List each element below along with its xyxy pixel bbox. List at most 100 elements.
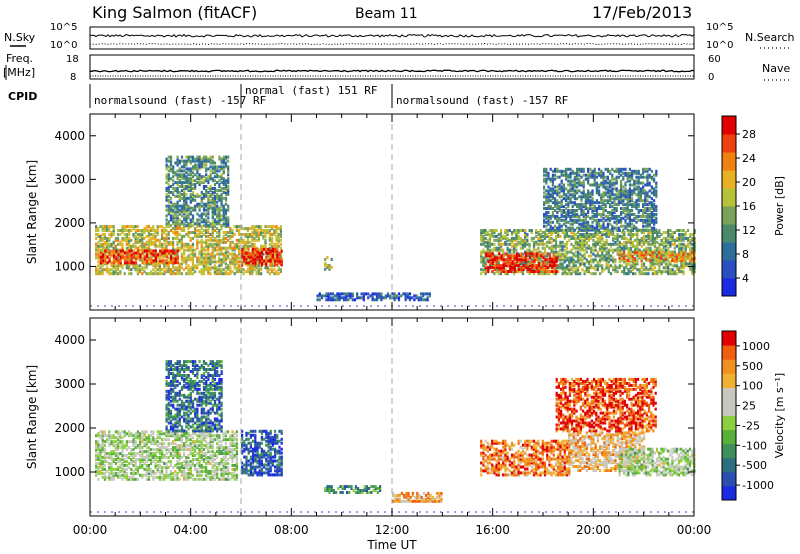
data-cell: [209, 237, 211, 240]
data-cell: [172, 187, 174, 190]
data-cell: [667, 259, 669, 262]
data-cell: [587, 168, 589, 171]
data-cell: [254, 258, 256, 261]
data-cell: [661, 233, 663, 236]
data-cell: [616, 227, 618, 230]
data-cell: [578, 223, 580, 226]
data-cell: [177, 181, 179, 184]
data-cell: [646, 213, 648, 216]
data-cell: [170, 205, 172, 208]
data-cell: [276, 254, 278, 257]
data-cell: [627, 172, 629, 175]
data-cell: [271, 237, 273, 240]
data-cell: [566, 264, 568, 267]
data-cell: [583, 180, 585, 183]
data-cell: [572, 201, 574, 204]
data-cell: [225, 270, 227, 273]
data-cell: [671, 251, 673, 254]
data-cell: [159, 225, 161, 228]
data-cell: [190, 253, 192, 256]
data-cell: [249, 233, 251, 236]
data-cell: [485, 241, 487, 244]
data-cell: [482, 235, 484, 238]
data-cell: [172, 183, 174, 186]
data-cell: [513, 237, 515, 240]
data-cell: [557, 251, 559, 254]
data-cell: [590, 255, 592, 258]
data-cell: [192, 214, 194, 217]
data-cell: [271, 233, 273, 236]
data-cell: [175, 257, 177, 260]
data-cell: [643, 249, 645, 252]
data-cell: [669, 260, 671, 263]
data-cell: [565, 187, 567, 190]
data-cell: [569, 172, 571, 175]
data-cell: [223, 231, 225, 234]
data-cell: [325, 298, 327, 301]
data-cell: [185, 224, 187, 227]
data-cell: [212, 171, 214, 174]
data-cell: [614, 235, 616, 238]
data-cell: [641, 245, 643, 248]
data-cell: [139, 249, 141, 252]
data-cell: [106, 266, 108, 269]
data-cell: [263, 260, 265, 263]
data-cell: [249, 245, 251, 248]
data-cell: [135, 261, 137, 264]
data-cell: [583, 219, 585, 222]
data-cell: [166, 181, 168, 184]
data-cell: [128, 229, 130, 232]
data-cell: [588, 245, 590, 248]
data-cell: [98, 253, 100, 256]
data-cell: [576, 219, 578, 222]
data-cell: [192, 165, 194, 168]
data-cell: [273, 225, 275, 228]
data-cell: [500, 229, 502, 232]
data-cell: [605, 203, 607, 206]
data-cell: [210, 169, 212, 172]
data-cell: [575, 264, 577, 267]
data-cell: [545, 211, 547, 214]
data-cell: [119, 270, 121, 273]
data-cell: [247, 233, 249, 236]
data-cell: [628, 262, 630, 265]
data-cell: [533, 237, 535, 240]
data-cell: [216, 227, 218, 230]
data-cell: [507, 237, 509, 240]
data-cell: [174, 181, 176, 184]
data-cell: [201, 225, 203, 228]
data-cell: [672, 231, 674, 234]
data-cell: [137, 255, 139, 258]
data-cell: [168, 199, 170, 202]
data-cell: [573, 270, 575, 273]
data-cell: [231, 253, 233, 256]
data-cell: [172, 231, 174, 234]
data-cell: [658, 257, 660, 260]
data-cell: [678, 229, 680, 232]
data-cell: [592, 266, 594, 269]
data-cell: [642, 168, 644, 171]
data-cell: [596, 219, 598, 222]
data-cell: [623, 266, 625, 269]
data-cell: [216, 201, 218, 204]
data-cell: [192, 179, 194, 182]
data-cell: [608, 264, 610, 267]
data-cell: [629, 209, 631, 212]
data-cell: [258, 268, 260, 271]
data-cell: [214, 175, 216, 178]
data-cell: [179, 218, 181, 221]
data-cell: [611, 187, 613, 190]
data-cell: [591, 215, 593, 218]
data-cell: [120, 250, 122, 253]
data-cell: [581, 239, 583, 242]
data-cell: [365, 292, 367, 295]
data-cell: [545, 262, 547, 265]
data-cell: [227, 165, 229, 168]
data-cell: [249, 241, 251, 244]
data-cell: [166, 193, 168, 196]
data-cell: [661, 239, 663, 242]
data-cell: [616, 193, 618, 196]
data-cell: [163, 262, 165, 265]
data-cell: [207, 243, 209, 246]
data-cell: [261, 256, 263, 259]
